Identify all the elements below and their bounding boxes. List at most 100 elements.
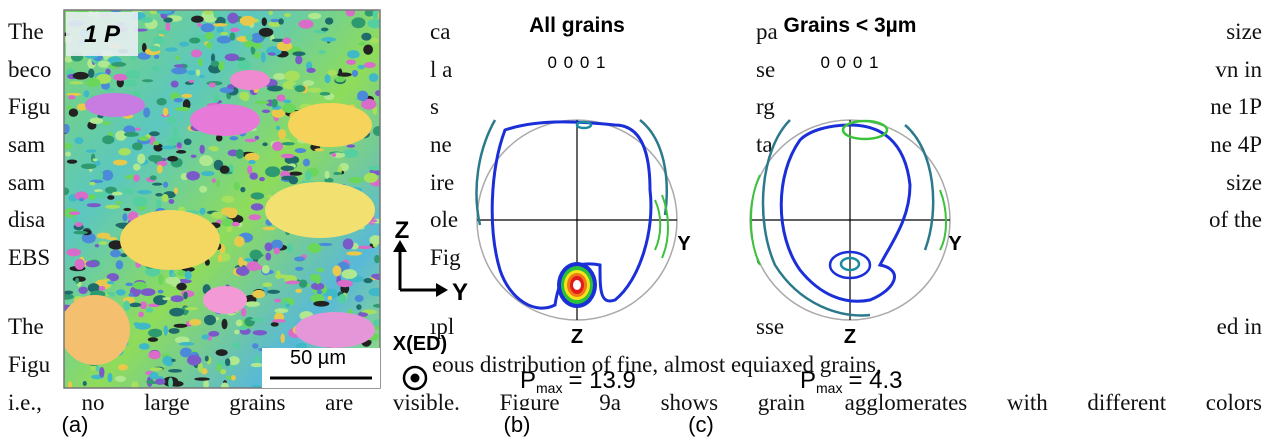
grain xyxy=(248,160,256,164)
grain xyxy=(236,320,243,327)
grain xyxy=(335,76,345,82)
grain xyxy=(142,79,153,82)
grain xyxy=(262,265,270,274)
grain xyxy=(137,154,145,165)
grain xyxy=(321,28,329,32)
grain xyxy=(148,155,159,162)
grain xyxy=(155,378,166,384)
grain xyxy=(154,55,159,59)
grain xyxy=(148,329,162,338)
grain xyxy=(282,142,295,146)
grain xyxy=(346,251,362,255)
panel-title: All grains xyxy=(529,14,625,37)
grain xyxy=(337,73,352,77)
grain xyxy=(316,268,323,272)
axis-y: Y xyxy=(677,233,691,255)
grain xyxy=(204,315,216,325)
grain xyxy=(124,80,137,87)
grain xyxy=(172,126,178,136)
grain xyxy=(59,294,74,300)
grain xyxy=(87,203,101,207)
pole-label: 0 0 0 1 xyxy=(821,53,880,72)
grain xyxy=(88,194,96,200)
grain xyxy=(276,270,281,279)
grain xyxy=(308,88,322,93)
grain xyxy=(295,85,306,92)
grain xyxy=(274,299,281,303)
grain xyxy=(178,342,194,346)
grain xyxy=(203,380,209,389)
grain xyxy=(189,80,195,83)
grain xyxy=(86,260,99,267)
scale-bar-label: 50 µm xyxy=(290,347,346,369)
grain xyxy=(262,109,270,113)
grain xyxy=(337,280,353,287)
grain xyxy=(149,46,160,52)
grain xyxy=(308,243,322,253)
grain xyxy=(151,66,157,70)
grain xyxy=(89,118,103,124)
grain xyxy=(234,330,239,335)
grain xyxy=(113,74,127,81)
grain xyxy=(211,61,219,67)
pmax-sub: max xyxy=(536,380,562,396)
grain xyxy=(357,91,368,101)
grain xyxy=(64,291,74,295)
grain xyxy=(364,173,378,183)
grain xyxy=(233,342,240,349)
grain xyxy=(270,19,279,22)
grain xyxy=(229,136,238,140)
grain xyxy=(189,319,201,326)
grain xyxy=(135,127,141,130)
grain xyxy=(265,242,273,251)
grain xyxy=(272,141,283,151)
grain xyxy=(361,33,371,41)
grain xyxy=(176,283,187,291)
grain xyxy=(201,171,214,176)
grain xyxy=(107,281,114,284)
grain xyxy=(191,49,202,57)
grain xyxy=(174,187,178,194)
grain xyxy=(346,59,356,64)
grain xyxy=(162,297,171,300)
grain xyxy=(187,355,201,366)
grain xyxy=(225,358,230,366)
grain xyxy=(138,136,149,141)
figure: 1 P 50 µm Z Y X(ED) All grains 0 0 0 1 Y… xyxy=(0,0,1270,441)
grain xyxy=(218,61,224,71)
pmax-sub: max xyxy=(816,380,842,396)
grain xyxy=(157,165,163,174)
grain xyxy=(81,164,97,169)
grain xyxy=(107,292,113,296)
grain xyxy=(284,71,300,82)
grain xyxy=(107,195,114,200)
grain xyxy=(225,54,239,62)
grain xyxy=(96,365,100,371)
grain xyxy=(251,192,265,199)
grain xyxy=(251,203,264,210)
grain xyxy=(191,16,204,23)
grain xyxy=(239,326,248,330)
grain xyxy=(318,50,326,54)
grain xyxy=(95,244,99,247)
grain xyxy=(251,318,266,321)
grain xyxy=(163,108,168,116)
panel-letter: (b) xyxy=(504,412,531,437)
grain xyxy=(281,166,295,171)
grain xyxy=(278,129,286,139)
grain xyxy=(185,271,192,281)
grain xyxy=(274,308,288,313)
grain xyxy=(220,32,228,35)
grain xyxy=(240,16,256,26)
grain xyxy=(191,155,197,158)
grain xyxy=(174,64,185,67)
grain xyxy=(108,373,113,383)
grain xyxy=(355,295,364,302)
grain xyxy=(320,92,331,96)
grain xyxy=(69,212,80,215)
grain xyxy=(306,68,315,73)
grain xyxy=(112,192,123,196)
grain xyxy=(283,100,291,104)
grain xyxy=(349,177,363,184)
grain xyxy=(126,70,141,79)
